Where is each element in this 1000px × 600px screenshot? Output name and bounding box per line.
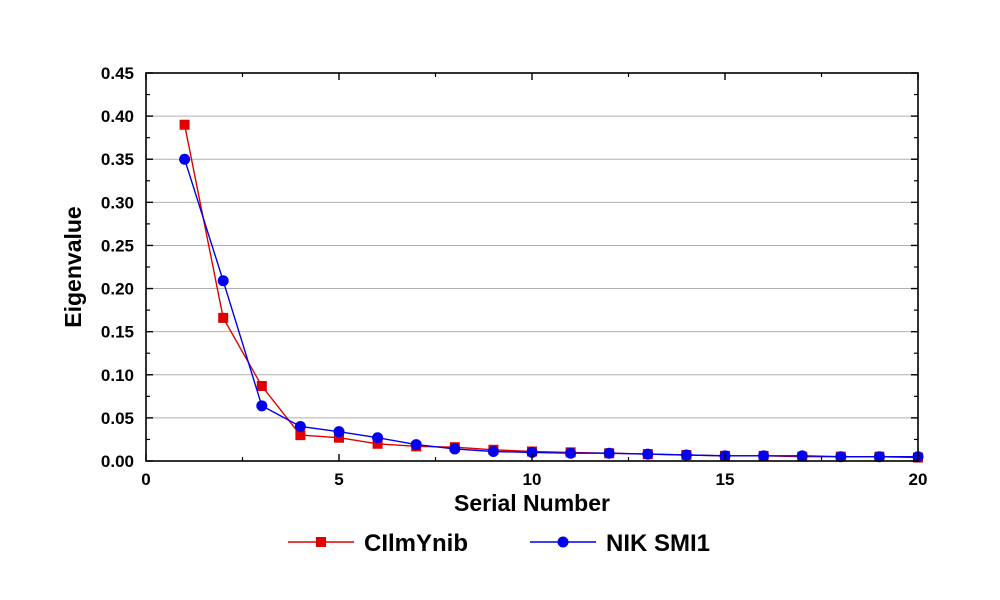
data-point [526, 446, 538, 458]
data-point [603, 447, 615, 459]
series-line [183, 158, 918, 458]
series-1 [179, 119, 923, 463]
grid-lines [146, 115, 918, 419]
legend-entry-2: NIK SMI1 [530, 530, 710, 557]
data-point [372, 432, 384, 444]
data-point [642, 448, 654, 460]
data-point [372, 438, 383, 449]
y-tick-label: 0.25 [101, 236, 134, 255]
data-point [758, 450, 770, 462]
y-tick-label: 0.35 [101, 150, 134, 169]
data-point [333, 426, 345, 438]
y-tick-label: 0.10 [101, 366, 134, 385]
legend-entry-1: CIlmYnib [288, 530, 468, 557]
data-point [680, 449, 692, 461]
data-point [873, 451, 885, 463]
legend-marker [557, 536, 569, 548]
axis-ticks: 0.00 0.05 0.10 0.15 0.20 0.25 0.30 0.35 0.40 0.45… [101, 64, 928, 489]
y-tick-label: 0.05 [101, 409, 134, 428]
y-tick-label: 0.15 [101, 323, 134, 342]
data-point [565, 447, 577, 459]
data-point [179, 153, 191, 165]
legend-marker [316, 537, 326, 547]
x-tick-label: 10 [523, 470, 542, 489]
series-line [183, 124, 919, 459]
x-axis-title: Serial Number [454, 490, 610, 516]
y-tick-label: 0.00 [101, 452, 134, 471]
series-2 [179, 153, 924, 463]
y-tick-label: 0.40 [101, 107, 134, 126]
data-point [256, 380, 267, 391]
x-tick-label: 5 [334, 470, 343, 489]
data-point [179, 119, 190, 130]
data-point [835, 451, 847, 463]
data-point [487, 446, 499, 458]
data-point [217, 275, 229, 287]
x-tick-label: 20 [909, 470, 928, 489]
y-tick-label: 0.30 [101, 193, 134, 212]
series-layer [179, 119, 924, 463]
data-point [294, 421, 306, 433]
y-tick-label: 0.45 [101, 64, 134, 83]
data-point [295, 430, 306, 441]
y-tick-label: 0.20 [101, 280, 134, 299]
legend: CIlmYnib NIK SMI1 [288, 530, 710, 557]
legend-label: CIlmYnib [364, 530, 468, 557]
legend-label: NIK SMI1 [606, 530, 710, 557]
x-tick-label: 15 [716, 470, 735, 489]
data-point [449, 443, 461, 455]
data-point [410, 439, 422, 451]
x-tick-label: 0 [141, 470, 150, 489]
data-point [218, 312, 229, 323]
data-point [256, 400, 268, 412]
data-point [796, 450, 808, 462]
y-axis-title: Eigenvalue [60, 206, 86, 327]
data-point [334, 432, 344, 443]
